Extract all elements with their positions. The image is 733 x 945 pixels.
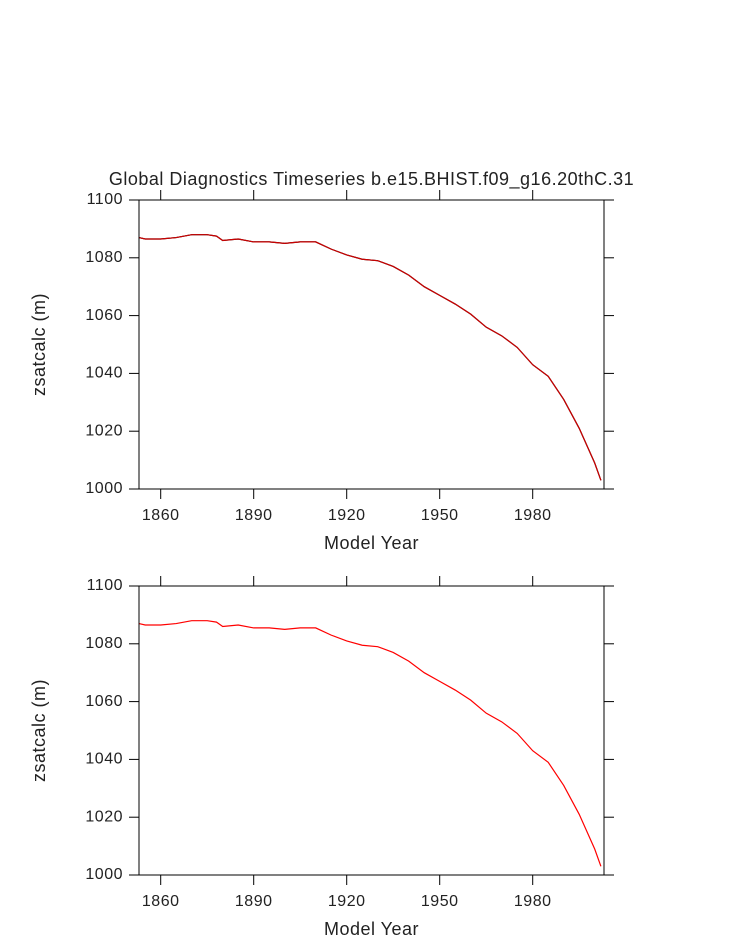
- y-tick-label: 1080: [85, 635, 123, 652]
- y-tick-label: 1060: [85, 307, 123, 324]
- x-tick-label: 1980: [514, 507, 552, 524]
- y-tick-label: 1040: [85, 751, 123, 768]
- y-tick-label: 1000: [85, 866, 123, 883]
- y-tick-label: 1060: [85, 693, 123, 710]
- x-tick-label: 1860: [142, 507, 180, 524]
- x-tick-label: 1980: [514, 893, 552, 910]
- x-tick-label: 1920: [328, 507, 366, 524]
- y-tick-label: 1000: [85, 480, 123, 497]
- y-tick-label: 1100: [87, 191, 123, 208]
- data-line: [138, 234, 602, 481]
- y-tick-label: 1020: [85, 422, 123, 439]
- y-axis-label: zsatcalc (m): [29, 679, 49, 782]
- x-tick-label: 1950: [421, 507, 459, 524]
- x-tick-label: 1890: [235, 893, 273, 910]
- plot-frame: [138, 199, 605, 490]
- x-tick-label: 1920: [328, 893, 366, 910]
- x-axis-label: Model Year: [324, 919, 419, 939]
- y-tick-label: 1020: [85, 808, 123, 825]
- y-tick-label: 1080: [85, 249, 123, 266]
- data-line: [138, 620, 602, 867]
- x-axis-label: Model Year: [324, 533, 419, 553]
- plot-frame: [138, 585, 605, 876]
- x-tick-label: 1890: [235, 507, 273, 524]
- chart-title: Global Diagnostics Timeseries b.e15.BHIS…: [109, 169, 634, 190]
- y-axis-label: zsatcalc (m): [29, 293, 49, 396]
- x-tick-label: 1950: [421, 893, 459, 910]
- y-tick-label: 1100: [87, 577, 123, 594]
- y-tick-label: 1040: [85, 365, 123, 382]
- data-line: [138, 234, 602, 481]
- x-tick-label: 1860: [142, 893, 180, 910]
